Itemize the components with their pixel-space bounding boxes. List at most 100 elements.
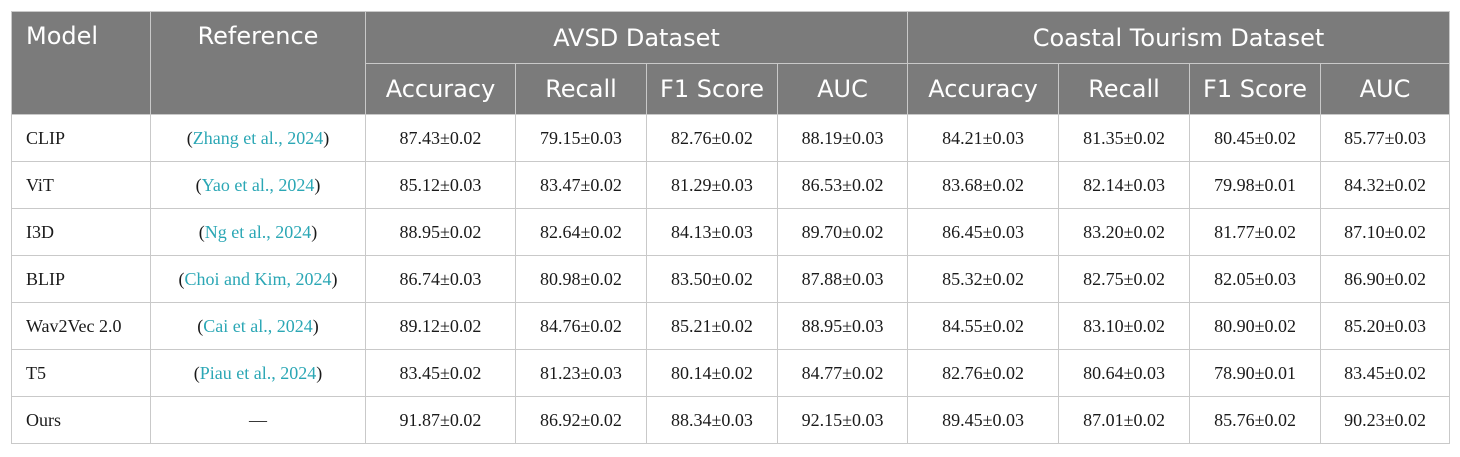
metric-value: 87.43±0.02 (365, 114, 516, 162)
results-table: Model Reference AVSD Dataset Coastal Tou… (11, 11, 1451, 444)
model-name: ViT (11, 161, 151, 209)
header-metric: F1 Score (646, 63, 778, 115)
metric-value: 86.90±0.02 (1320, 255, 1451, 303)
metric-value: 82.14±0.03 (1058, 161, 1191, 209)
reference-paren-open: ( (195, 174, 202, 195)
header-metric: F1 Score (1189, 63, 1322, 115)
reference-cell: (Ng et al., 2024) (150, 208, 366, 256)
metric-value: 81.23±0.03 (515, 349, 647, 397)
metric-value: 85.20±0.03 (1320, 302, 1451, 350)
table-row: I3D (Ng et al., 2024) 88.95±0.02 82.64±0.02… (11, 208, 1451, 256)
metric-value: 83.47±0.02 (515, 161, 647, 209)
reference-cell: (Yao et al., 2024) (150, 161, 366, 209)
metric-value: 88.34±0.03 (646, 396, 778, 444)
metric-value: 82.64±0.02 (515, 208, 647, 256)
metric-value: 83.50±0.02 (646, 255, 778, 303)
metric-value: 82.75±0.02 (1058, 255, 1191, 303)
header-metric: Recall (515, 63, 647, 115)
metric-value: 88.95±0.03 (776, 302, 909, 350)
metric-value: 80.14±0.02 (646, 349, 778, 397)
metric-value: 82.76±0.02 (907, 349, 1060, 397)
model-name: I3D (11, 208, 151, 256)
metric-value: 81.35±0.02 (1058, 114, 1191, 162)
header-group-coastal: Coastal Tourism Dataset (907, 11, 1451, 64)
table-body: CLIP ( Zhang et al., 2024) 87.43±0.02 79.15±… (11, 114, 1451, 444)
metric-value: 85.76±0.02 (1189, 396, 1322, 444)
header-metric: Recall (1058, 63, 1191, 115)
metric-value: 78.90±0.01 (1189, 349, 1322, 397)
metric-value: 86.92±0.02 (515, 396, 647, 444)
metric-value: 83.20±0.02 (1058, 208, 1191, 256)
metric-value: 81.29±0.03 (646, 161, 778, 209)
reference-paren-close: ) (331, 268, 338, 289)
header-reference: Reference (150, 11, 366, 115)
model-name: Wav2Vec 2.0 (11, 302, 151, 350)
metric-value: 86.45±0.03 (907, 208, 1060, 256)
metric-value: 80.64±0.03 (1058, 349, 1191, 397)
reference-link[interactable]: Cai et al., 2024 (203, 315, 313, 336)
model-name: BLIP (11, 255, 151, 303)
reference-link[interactable]: Zhang et al., 2024 (192, 127, 324, 148)
metric-value: 88.19±0.03 (776, 114, 909, 162)
table-row: BLIP (Choi and Kim, 2024) 86.74±0.03 80.98±… (11, 255, 1451, 303)
reference-link[interactable]: Ng et al., 2024 (204, 221, 312, 242)
metric-value: 88.95±0.02 (365, 208, 516, 256)
reference-paren-close: ) (323, 127, 330, 148)
metric-value: 82.76±0.02 (646, 114, 778, 162)
metric-value: 87.01±0.02 (1058, 396, 1191, 444)
reference-link[interactable]: Piau et al., 2024 (199, 362, 317, 383)
metric-value: 85.77±0.03 (1320, 114, 1451, 162)
metric-value: 87.10±0.02 (1320, 208, 1451, 256)
header-row-metrics: Accuracy Recall F1 Score AUC Accuracy Re… (12, 63, 1451, 115)
model-name: T5 (11, 349, 151, 397)
metric-value: 90.23±0.02 (1320, 396, 1451, 444)
metric-value: 80.98±0.02 (515, 255, 647, 303)
header-metric: Accuracy (365, 63, 516, 115)
metric-value: 89.70±0.02 (776, 208, 909, 256)
metric-value: 83.45±0.02 (365, 349, 516, 397)
header-metric: Accuracy (907, 63, 1060, 115)
reference-paren-open: ( (197, 315, 204, 336)
model-name: Ours (11, 396, 151, 444)
header-metric: AUC (1320, 63, 1451, 115)
metric-value: 87.88±0.03 (776, 255, 909, 303)
table-row: ViT (Yao et al., 2024) 85.12±0.03 83.47±0.0… (11, 161, 1451, 209)
metric-value: 85.32±0.02 (907, 255, 1060, 303)
header-group-avsd: AVSD Dataset (364, 11, 909, 64)
metric-value: 86.74±0.03 (365, 255, 516, 303)
table-row: CLIP (Zhang et al., 2024) 87.43±0.02 79.15±… (11, 114, 1451, 162)
reference-paren-close: ) (314, 174, 321, 195)
metric-value: 92.15±0.03 (776, 396, 909, 444)
metric-value: 85.12±0.03 (365, 161, 516, 209)
header-metric: AUC (776, 63, 909, 115)
reference-cell: — (150, 396, 366, 444)
reference-paren-close: ) (311, 221, 318, 242)
metric-value: 80.45±0.02 (1189, 114, 1322, 162)
reference-link[interactable]: Yao et al., 2024 (201, 174, 315, 195)
reference-cell: (Piau et al., 2024) (150, 349, 366, 397)
header-model: Model (11, 11, 151, 115)
metric-value: 89.12±0.02 (365, 302, 516, 350)
metric-value: 79.15±0.03 (515, 114, 647, 162)
reference-paren-close: ) (316, 362, 323, 383)
metric-value: 82.05±0.03 (1189, 255, 1322, 303)
model-name: CLIP (11, 114, 151, 162)
table-header: Model Reference AVSD Dataset Coastal Tou… (11, 11, 1451, 115)
reference-paren-close: ) (312, 315, 319, 336)
metric-value: 91.87±0.02 (365, 396, 516, 444)
metric-value: 84.32±0.02 (1320, 161, 1451, 209)
metric-value: 84.21±0.03 (907, 114, 1060, 162)
metric-value: 84.13±0.03 (646, 208, 778, 256)
reference-cell: (Choi and Kim, 2024) (150, 255, 366, 303)
header-row-groups: Model Reference AVSD Dataset Coastal Tou… (11, 11, 1451, 115)
metric-value: 83.68±0.02 (907, 161, 1060, 209)
reference-paren-open: ( (178, 268, 185, 289)
reference-link[interactable]: Choi and Kim, 2024 (184, 268, 332, 289)
metric-value: 84.55±0.02 (907, 302, 1060, 350)
metric-value: 80.90±0.02 (1189, 302, 1322, 350)
metric-value: 84.76±0.02 (515, 302, 647, 350)
metric-value: 83.45±0.02 (1320, 349, 1451, 397)
reference-cell: (Cai et al., 2024) (150, 302, 366, 350)
metric-value: 85.21±0.02 (646, 302, 778, 350)
metric-value: 84.77±0.02 (776, 349, 909, 397)
